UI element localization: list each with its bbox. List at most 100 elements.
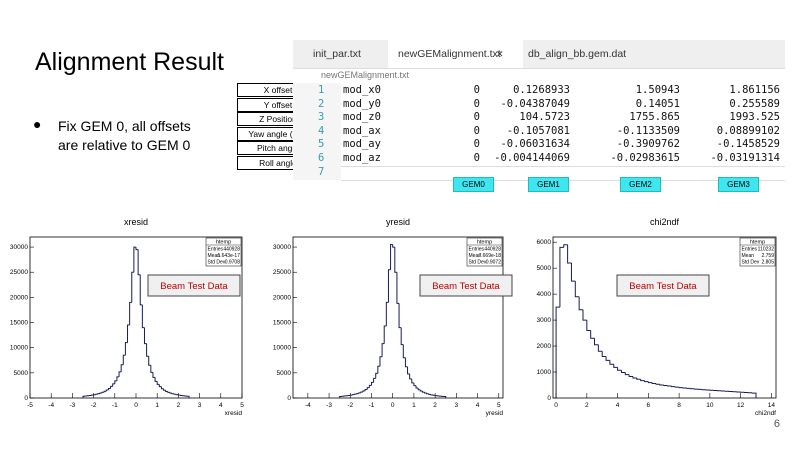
line-number: 1 [318, 84, 325, 96]
stats-key: Mean [469, 253, 482, 259]
histogram-bin [563, 244, 568, 248]
stats-box [739, 237, 776, 267]
annotation-box [147, 274, 241, 297]
histogram-bin [411, 378, 414, 384]
tab-bar: init_par.txt newGEMalignment.txt db_align_… [293, 40, 785, 69]
histogram-bin [129, 301, 132, 326]
histogram-bin [402, 344, 406, 359]
x-tick-label: 0 [391, 402, 395, 409]
histogram-bin [613, 364, 618, 368]
y-tick-label: 30000 [273, 244, 291, 251]
histogram-bin [415, 385, 419, 389]
histogram-bin [570, 262, 576, 282]
code-cell: -0.1057081 [506, 124, 570, 137]
histogram-bin [366, 387, 370, 390]
stats-key: Mean [208, 253, 221, 259]
histogram-bin [632, 376, 637, 379]
y-tick-label: 0 [547, 395, 551, 402]
histogram-bin [152, 372, 156, 378]
histogram-bin [413, 382, 417, 387]
histogram-bin [143, 327, 147, 345]
histogram-bin [116, 376, 120, 381]
histogram-bin [636, 378, 641, 380]
histogram-bin [409, 373, 412, 380]
x-tick-label: 1 [155, 402, 159, 409]
code-cell: mod_y0 [343, 97, 381, 110]
code-cell: 104.5723 [519, 111, 570, 124]
histogram-bin [381, 343, 385, 357]
histogram-bin [158, 384, 162, 388]
histogram-bin [160, 386, 164, 390]
y-tick-label: 25000 [10, 269, 28, 276]
histogram-bin [339, 395, 342, 398]
stats-title: htemp [216, 240, 231, 246]
histogram-bin [154, 377, 158, 382]
stats-key: Entries [469, 247, 485, 253]
stats-box [205, 237, 242, 267]
histogram-bin [173, 393, 177, 395]
histogram-bin [601, 351, 607, 357]
histogram-bin [421, 391, 425, 393]
histogram-bin [655, 383, 660, 385]
code-cell: 1.861156 [729, 84, 780, 96]
x-axis-label: chi2ndf [755, 410, 776, 417]
histogram-bin [678, 387, 683, 389]
y-tick-label: 20000 [10, 294, 28, 301]
gem-label: GEM3 [718, 177, 759, 192]
histogram-bin [617, 367, 622, 371]
y-tick-label: 2000 [537, 343, 552, 350]
x-tick-label: -3 [326, 402, 332, 409]
histogram-bin [651, 382, 657, 384]
tab[interactable]: init_par.txt [313, 48, 361, 60]
y-tick-label: 15000 [273, 320, 291, 327]
code-cell: -0.04387049 [500, 97, 570, 110]
histogram-bin [659, 384, 664, 386]
histogram-bin [586, 320, 591, 331]
code-cell: mod_ax [343, 124, 381, 137]
stats-key: Std Dev [469, 260, 487, 266]
x-tick-label: 2 [585, 402, 589, 409]
bullet-marker: ● [33, 116, 42, 132]
histogram-bin [112, 383, 115, 387]
chart-title: xresid [124, 217, 148, 227]
histogram-bin [95, 393, 98, 395]
x-axis-label: xresid [225, 410, 243, 417]
histogram-bin [368, 384, 372, 388]
stats-title: htemp [750, 240, 765, 246]
histogram-bin [122, 354, 126, 365]
histogram-bin [375, 372, 378, 379]
x-axis-label: yresid [486, 410, 504, 417]
code-cell: 0.08899102 [716, 124, 780, 137]
histogram-bin [127, 324, 130, 343]
stats-value: 440928 [223, 247, 240, 253]
code-cell: 0 [473, 152, 480, 164]
code-cell: -0.06031634 [500, 138, 570, 151]
tab[interactable]: db_align_bb.gem.dat [528, 48, 627, 60]
code-cell: 1993.525 [729, 111, 780, 124]
x-tick-label: 1 [412, 402, 416, 409]
line-number: 3 [318, 111, 325, 124]
histogram-bin [559, 246, 564, 308]
y-tick-label: 10000 [10, 345, 28, 352]
histogram-bin [555, 306, 560, 398]
histogram-bin [118, 371, 122, 377]
histogram-bin [131, 271, 134, 303]
histogram-bin [670, 386, 676, 388]
bullet-text: Fix GEM 0, all offsets are relative to G… [58, 118, 191, 153]
x-tick-label: -3 [70, 402, 76, 409]
histogram-bin [620, 370, 626, 374]
tab[interactable]: newGEMalignment.txt [388, 40, 523, 68]
histogram-bin [628, 374, 633, 377]
histogram-bin [364, 388, 368, 391]
histogram-bin [120, 364, 124, 372]
histogram-bin [148, 356, 151, 366]
histogram-bin [574, 281, 580, 298]
histogram-bin [165, 390, 168, 392]
histogram-bin [171, 393, 175, 395]
code-cell: mod_x0 [343, 84, 381, 96]
histogram-bin [609, 360, 614, 365]
code-cell: mod_ay [343, 138, 381, 151]
tab-close[interactable]: ✕ [496, 49, 504, 59]
slide-title: Alignment Result [35, 48, 224, 76]
code-cell: mod_az [343, 152, 381, 164]
